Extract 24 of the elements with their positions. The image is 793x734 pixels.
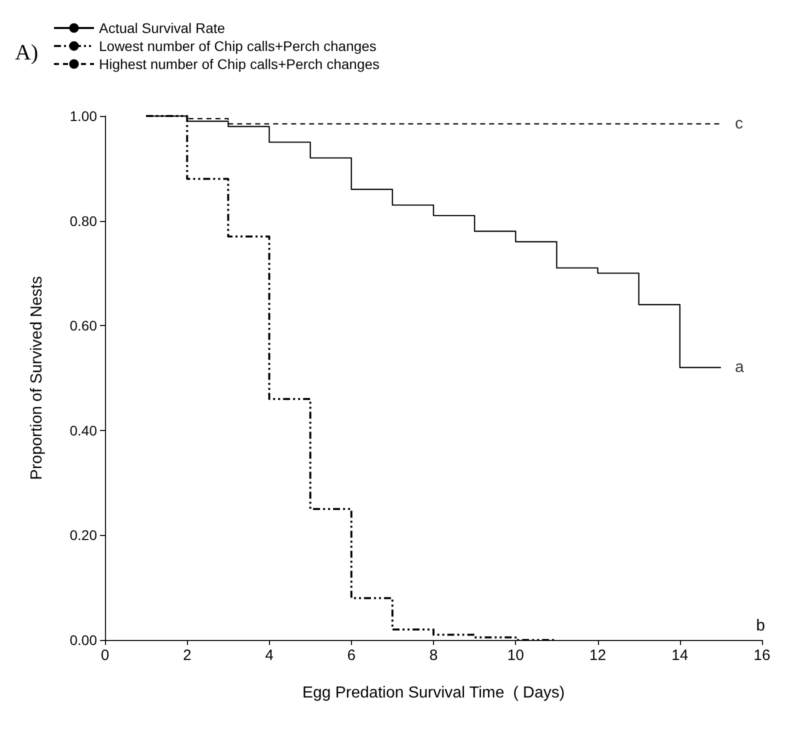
x-tick-label: 2 [182,647,192,664]
annotation: b [756,618,766,634]
y-axis-title: Proportion of Survived Nests [28,276,46,480]
x-tick-label: 14 [672,647,688,664]
y-tick-label: 0.40 [70,422,98,438]
legend-label: Lowest number of Chip calls+Perch changes [99,38,376,54]
annotation: a [734,359,744,376]
chart-title: A) [15,40,38,64]
x-tick-label: 10 [507,647,524,664]
x-tick-label: 8 [429,647,438,664]
x-tick-label: 0 [100,647,110,664]
x-tick-label: 16 [754,647,770,664]
y-tick-label: 0.60 [70,318,98,334]
x-tick-label: 12 [589,647,606,664]
y-tick-label: 0.00 [70,632,98,648]
annotation: c [734,115,743,132]
y-tick-label: 0.80 [70,212,98,229]
x-tick-label: 4 [265,647,274,664]
y-tick-label: 1.00 [70,108,98,124]
x-tick-label: 6 [347,647,356,664]
y-tick-label: 0.20 [70,527,98,544]
legend-label: Highest number of Chip calls+Perch changes [99,56,380,72]
x-axis-title: Egg Predation Survival Time ( Days) [302,684,565,702]
legend-label: Actual Survival Rate [99,20,226,36]
